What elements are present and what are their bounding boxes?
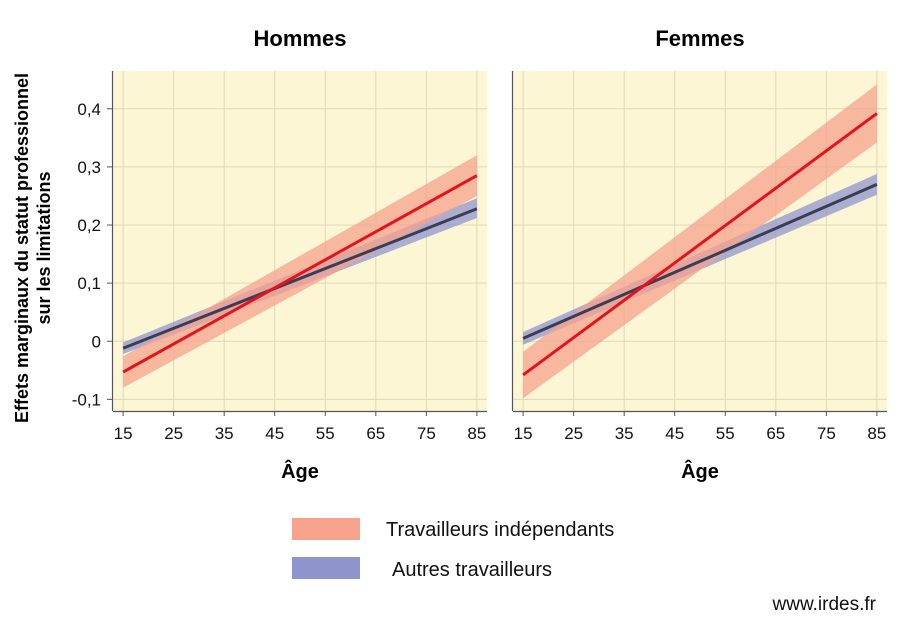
- series-line-autres: [522, 182, 878, 340]
- panel-title: Hommes: [254, 26, 347, 51]
- confidence-band-independant: [123, 155, 477, 388]
- y-axis-label-line2: sur les limitations: [34, 171, 54, 324]
- x-tick-label: 35: [215, 424, 234, 443]
- legend-item-independants: Travailleurs indépendants: [292, 518, 614, 541]
- y-tick-label: 0: [92, 332, 101, 351]
- series-line-independant: [522, 112, 878, 377]
- confidence-band-independant: [523, 84, 877, 399]
- legend-item-autres: Autres travailleurs: [292, 557, 552, 581]
- legend-label-autres: Autres travailleurs: [392, 559, 552, 581]
- x-tick-label: 75: [817, 424, 836, 443]
- x-tick-label: 15: [114, 424, 133, 443]
- panel-title: Femmes: [655, 26, 744, 51]
- x-tick-label: 85: [467, 424, 486, 443]
- source-credit: www.irdes.fr: [772, 594, 877, 615]
- chart-panels: 15 25 35 45 55 65 75 85 -0,1 0 0,1 0,2 0,3 0,4 Hommes Â…: [72, 26, 887, 483]
- x-tick-label: 55: [316, 424, 335, 443]
- x-tick-label: 65: [766, 424, 785, 443]
- x-tick-label: 45: [665, 424, 684, 443]
- x-tick-label: 85: [867, 424, 886, 443]
- x-axis-label: Âge: [281, 459, 319, 483]
- x-tick-label: 55: [716, 424, 735, 443]
- y-tick-label: 0,2: [77, 216, 101, 235]
- y-axis-label-line1: Effets marginaux du statut professionnel: [12, 73, 32, 423]
- panel-femmes: 15 25 35 45 55 65 75 85 Femmes Âge: [511, 26, 887, 483]
- legend-label-independants: Travailleurs indépendants: [386, 519, 614, 541]
- series-line-autres: [122, 207, 478, 350]
- x-tick-label: 75: [417, 424, 436, 443]
- x-axis-label: Âge: [681, 459, 719, 483]
- x-tick-label: 45: [265, 424, 284, 443]
- y-tick-label: -0,1: [72, 390, 101, 409]
- legend-swatch-autres: [292, 557, 360, 579]
- series-line-independant: [122, 174, 478, 374]
- y-tick-label: 0,3: [77, 158, 101, 177]
- x-tick-label: 65: [366, 424, 385, 443]
- x-tick-label: 25: [564, 424, 583, 443]
- y-tick-label: 0,4: [77, 100, 101, 119]
- x-tick-label: 25: [164, 424, 183, 443]
- y-tick-label: 0,1: [77, 274, 101, 293]
- x-tick-label: 15: [514, 424, 533, 443]
- legend: Travailleurs indépendants Autres travail…: [292, 518, 614, 581]
- legend-swatch-independants: [292, 518, 360, 540]
- x-tick-label: 35: [615, 424, 634, 443]
- panel-hommes: 15 25 35 45 55 65 75 85 -0,1 0 0,1 0,2 0,3 0,4 Hommes Â…: [72, 26, 487, 483]
